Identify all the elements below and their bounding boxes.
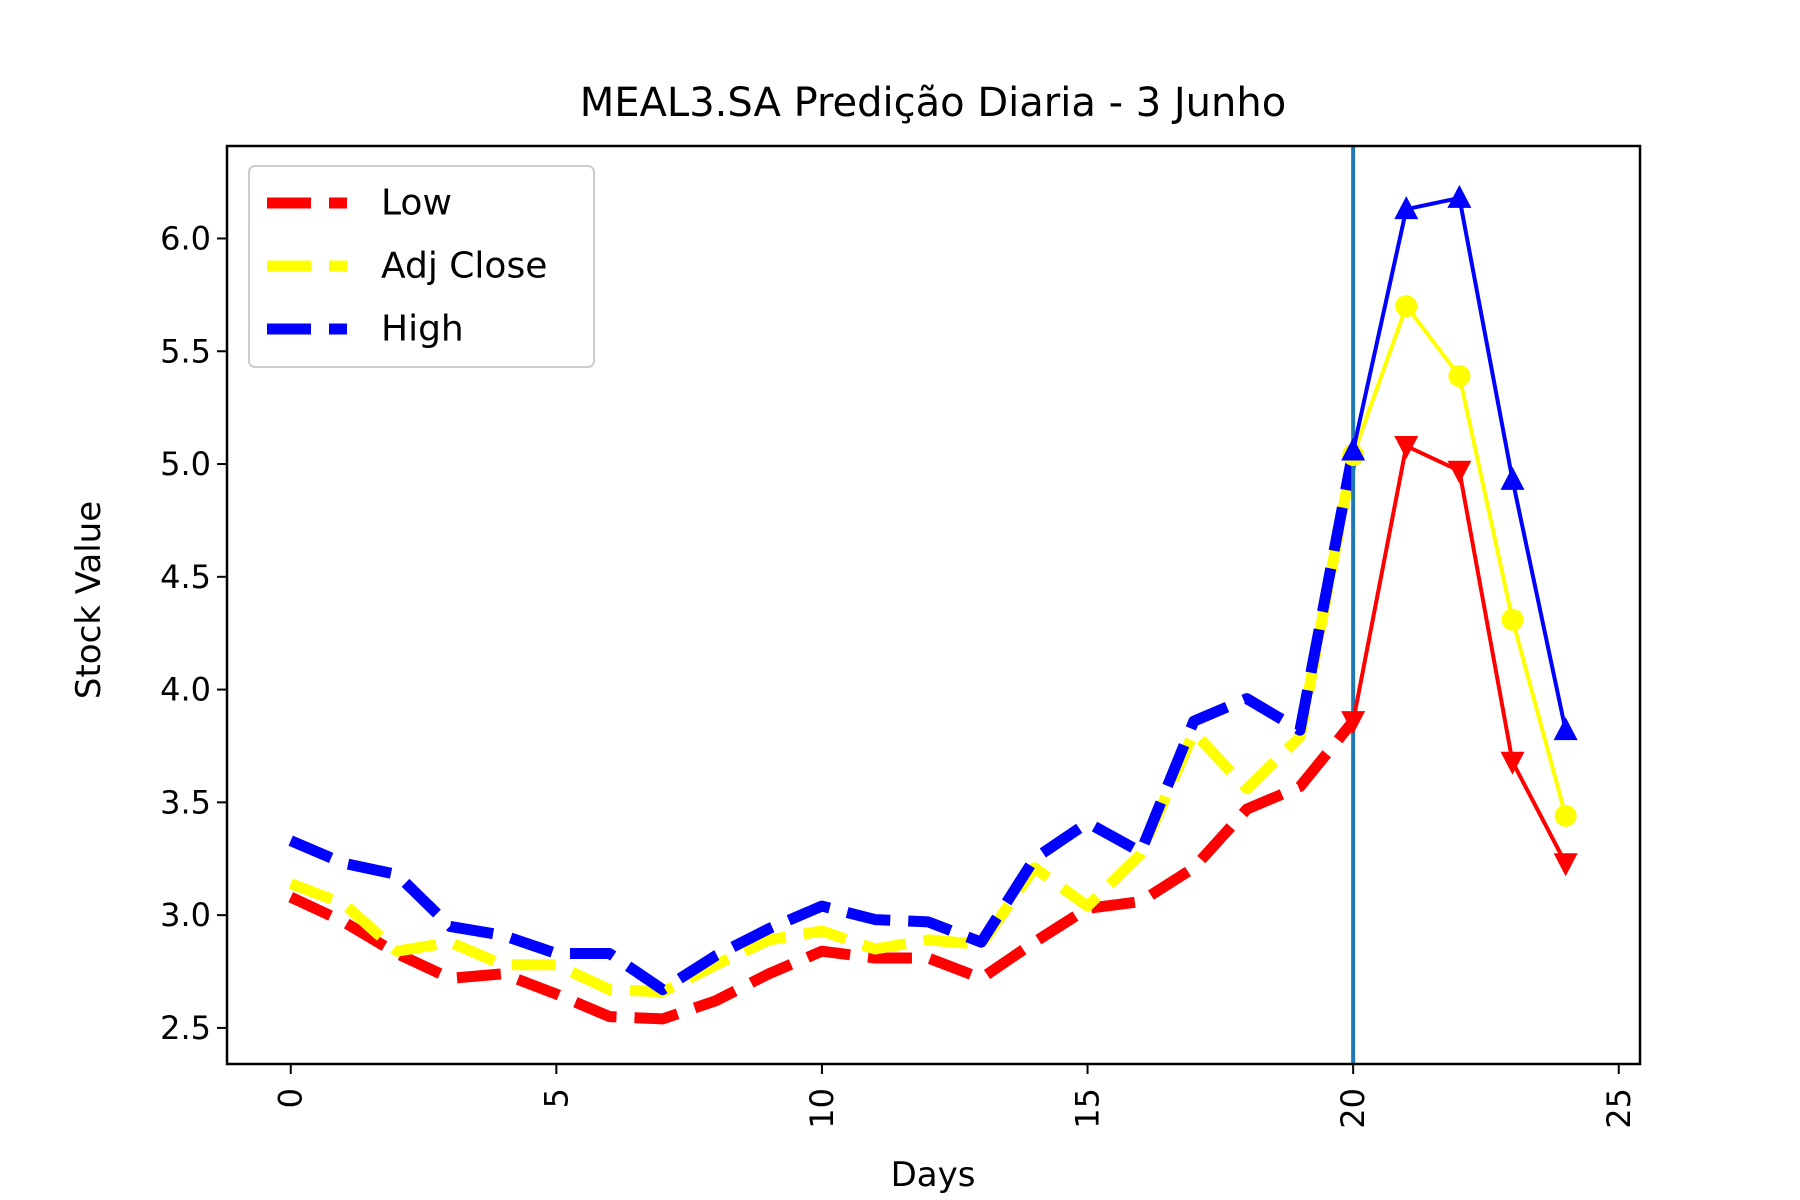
data-point bbox=[1394, 196, 1419, 220]
legend-label: Adj Close bbox=[381, 246, 547, 287]
x-tick-label: 20 bbox=[1334, 1088, 1372, 1129]
plot-frame bbox=[225, 144, 1642, 1066]
data-point bbox=[1501, 608, 1524, 631]
data-point bbox=[1341, 437, 1366, 461]
x-axis-label: Days bbox=[891, 1155, 976, 1195]
series-line-historical bbox=[288, 717, 1358, 1025]
y-tick-label: 2.5 bbox=[160, 1009, 211, 1047]
data-point bbox=[1448, 365, 1471, 388]
legend-frame bbox=[248, 165, 595, 368]
data-point bbox=[1500, 751, 1525, 775]
y-tick-label: 4.0 bbox=[160, 671, 211, 709]
series-line-predicted bbox=[1351, 444, 1568, 865]
data-point bbox=[1394, 435, 1419, 459]
legend: Low Adj Close High bbox=[248, 165, 595, 368]
plot-area bbox=[288, 146, 1578, 1064]
y-tick-label: 4.5 bbox=[160, 558, 211, 596]
y-axis-label: Stock Value bbox=[69, 501, 109, 699]
y-tick-label: 3.0 bbox=[160, 896, 211, 934]
data-point bbox=[1341, 711, 1366, 735]
axis-ticks: 0 5 10 15 20 25 2.5 3.0 3.5 4.0 4.5 5.0 5.5 6.0 bbox=[160, 219, 1638, 1128]
data-point bbox=[1553, 853, 1578, 877]
data-point bbox=[1553, 717, 1578, 741]
data-point bbox=[1554, 804, 1577, 827]
data-point bbox=[1395, 295, 1418, 318]
y-tick-label: 5.0 bbox=[160, 445, 211, 483]
data-point bbox=[1447, 460, 1472, 484]
y-tick-label: 6.0 bbox=[160, 219, 211, 257]
chart-title: MEAL3.SA Predição Diaria - 3 Junho bbox=[580, 80, 1286, 126]
y-tick-label: 3.5 bbox=[160, 783, 211, 821]
series-line-historical bbox=[288, 449, 1359, 996]
x-tick-label: 0 bbox=[272, 1088, 310, 1108]
data-point bbox=[1500, 466, 1525, 490]
legend-label: High bbox=[381, 309, 464, 350]
legend-label: Low bbox=[381, 183, 452, 224]
data-point bbox=[1447, 184, 1472, 208]
x-tick-label: 15 bbox=[1069, 1088, 1107, 1129]
y-tick-label: 5.5 bbox=[160, 332, 211, 370]
x-tick-label: 25 bbox=[1600, 1088, 1638, 1129]
x-tick-label: 10 bbox=[803, 1088, 841, 1129]
x-tick-label: 5 bbox=[537, 1088, 575, 1108]
